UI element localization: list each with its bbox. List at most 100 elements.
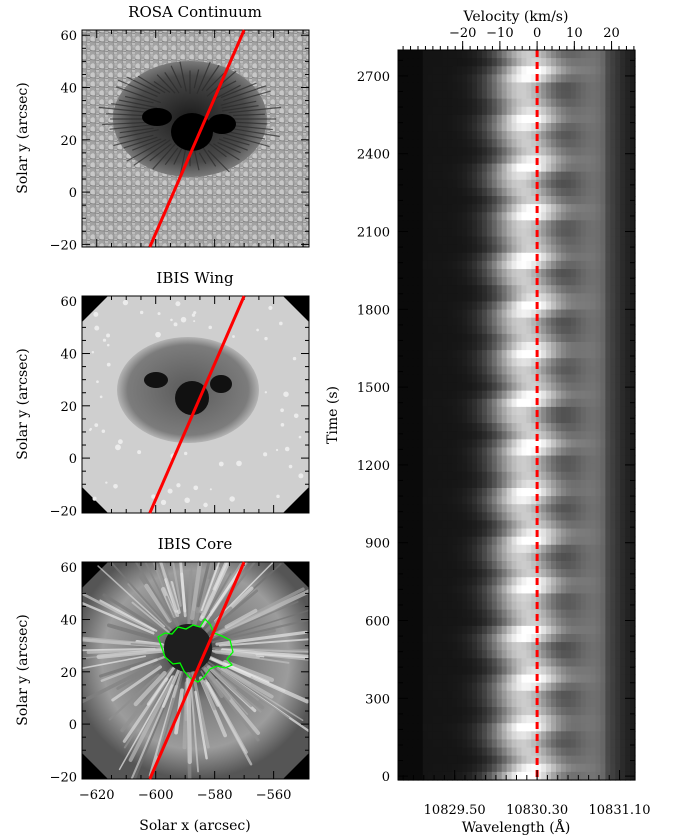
spectrogram-pixel bbox=[486, 593, 493, 603]
spectrogram-pixel bbox=[506, 50, 513, 59]
spectrogram-pixel bbox=[437, 187, 444, 197]
spectrogram-pixel bbox=[427, 398, 434, 408]
spectrogram-pixel bbox=[620, 220, 626, 230]
spectrogram-pixel bbox=[501, 301, 508, 311]
spectrogram-pixel bbox=[447, 406, 453, 416]
spectrogram-pixel bbox=[605, 131, 611, 140]
spectrogram-pixel bbox=[501, 601, 508, 611]
spectrogram-pixel bbox=[605, 244, 611, 254]
spectrogram-pixel bbox=[437, 763, 444, 773]
spectrogram-pixel bbox=[551, 561, 557, 570]
spectrogram-pixel bbox=[560, 301, 567, 311]
spectrogram-pixel bbox=[551, 179, 557, 189]
spectrogram-pixel bbox=[516, 561, 523, 570]
spectrogram-pixel bbox=[630, 285, 636, 294]
spectrogram-pixel bbox=[442, 479, 448, 489]
spectrogram-pixel bbox=[477, 455, 483, 465]
spectrogram-pixel bbox=[432, 544, 439, 554]
spectrogram-pixel bbox=[521, 666, 527, 676]
spectrogram-pixel bbox=[516, 617, 523, 627]
spectrogram-pixel bbox=[565, 569, 572, 578]
spectrogram-pixel bbox=[531, 374, 537, 384]
spectrogram-pixel bbox=[546, 682, 552, 692]
spectrogram-pixel bbox=[506, 690, 513, 700]
spectrogram-pixel bbox=[565, 471, 572, 481]
spectrogram-pixel bbox=[610, 66, 616, 75]
spectrogram-pixel bbox=[417, 260, 424, 270]
spectrogram-pixel bbox=[600, 123, 606, 132]
spectrogram-pixel bbox=[560, 406, 567, 416]
spectrogram-pixel bbox=[477, 220, 483, 230]
spectrogram-pixel bbox=[531, 528, 537, 538]
spectrogram-pixel bbox=[531, 382, 537, 392]
spectrogram-pixel bbox=[452, 504, 458, 513]
spectrogram-pixel bbox=[600, 601, 606, 611]
spectrogram-pixel bbox=[590, 277, 597, 286]
spectrogram-pixel bbox=[486, 609, 493, 619]
bright-point bbox=[96, 380, 99, 384]
spectrogram-pixel bbox=[432, 236, 439, 246]
spectrogram-pixel bbox=[625, 455, 631, 465]
spectrogram-pixel bbox=[491, 707, 498, 716]
spectrogram-pixel bbox=[536, 406, 542, 416]
spectrogram-pixel bbox=[526, 333, 532, 343]
spectrogram-pixel bbox=[585, 374, 592, 384]
spectrogram-pixel bbox=[625, 520, 631, 530]
spectrogram-pixel bbox=[585, 325, 592, 335]
spectrogram-pixel bbox=[467, 285, 473, 294]
spectrogram-pixel bbox=[432, 350, 439, 359]
spectrogram-pixel bbox=[467, 382, 473, 392]
spectrogram-pixel bbox=[565, 301, 572, 311]
spectrogram-pixel bbox=[407, 406, 414, 416]
spectrogram-pixel bbox=[452, 147, 458, 157]
spectrogram-pixel bbox=[462, 561, 468, 570]
spectrogram-pixel bbox=[570, 228, 577, 238]
spectrogram-pixel bbox=[462, 747, 468, 757]
spectrogram-pixel bbox=[531, 114, 537, 124]
spectrogram-pixel bbox=[457, 674, 463, 684]
spectrogram-pixel bbox=[496, 212, 503, 221]
spectrogram-pixel bbox=[477, 488, 483, 497]
spectrogram-pixel bbox=[560, 585, 567, 595]
spectrogram-pixel bbox=[541, 642, 547, 651]
spectrogram-pixel bbox=[610, 252, 616, 262]
spectrogram-pixel bbox=[511, 58, 518, 67]
spectrogram-pixel bbox=[625, 309, 631, 319]
bright-point bbox=[113, 483, 118, 489]
spectrogram-pixel bbox=[521, 593, 527, 603]
spectrogram-pixel bbox=[630, 163, 636, 173]
spectrogram-pixel bbox=[526, 609, 532, 619]
spectrogram-pixel bbox=[531, 496, 537, 505]
spectrogram-pixel bbox=[610, 609, 616, 619]
bright-point bbox=[180, 316, 187, 323]
spectrogram-pixel bbox=[402, 293, 409, 303]
spectrogram-pixel bbox=[486, 423, 493, 432]
spectrogram-pixel bbox=[551, 228, 557, 238]
spectrogram-pixel bbox=[486, 66, 493, 75]
spectrogram-pixel bbox=[531, 463, 537, 473]
spectrogram-pixel bbox=[610, 739, 616, 749]
spectrogram-pixel bbox=[526, 634, 532, 643]
spectrogram-pixel bbox=[531, 625, 537, 635]
spectrogram-pixel bbox=[407, 131, 414, 140]
spectrogram-pixel bbox=[580, 674, 587, 684]
spectrogram-pixel bbox=[556, 74, 562, 84]
spectrogram-pixel bbox=[442, 139, 448, 148]
spectrogram-pixel bbox=[481, 236, 488, 246]
spectrogram-pixel bbox=[457, 114, 463, 124]
spectrogram-pixel bbox=[457, 358, 463, 367]
spectrogram-pixel bbox=[427, 479, 434, 489]
spectrogram-pixel bbox=[600, 561, 606, 570]
spectrogram-pixel bbox=[477, 609, 483, 619]
spectrogram-pixel bbox=[585, 561, 592, 570]
spectrogram-pixel bbox=[585, 739, 592, 749]
spectrogram-pixel bbox=[491, 350, 498, 359]
spectrogram-pixel bbox=[477, 196, 483, 205]
spectrogram-pixel bbox=[511, 747, 518, 757]
spectrogram-pixel bbox=[472, 220, 478, 230]
spectrogram-pixel bbox=[457, 601, 463, 611]
spectrogram-pixel bbox=[600, 317, 606, 327]
spectrogram-pixel bbox=[486, 690, 493, 700]
spectrogram-pixel bbox=[615, 366, 621, 376]
spectrogram-pixel bbox=[472, 269, 478, 278]
